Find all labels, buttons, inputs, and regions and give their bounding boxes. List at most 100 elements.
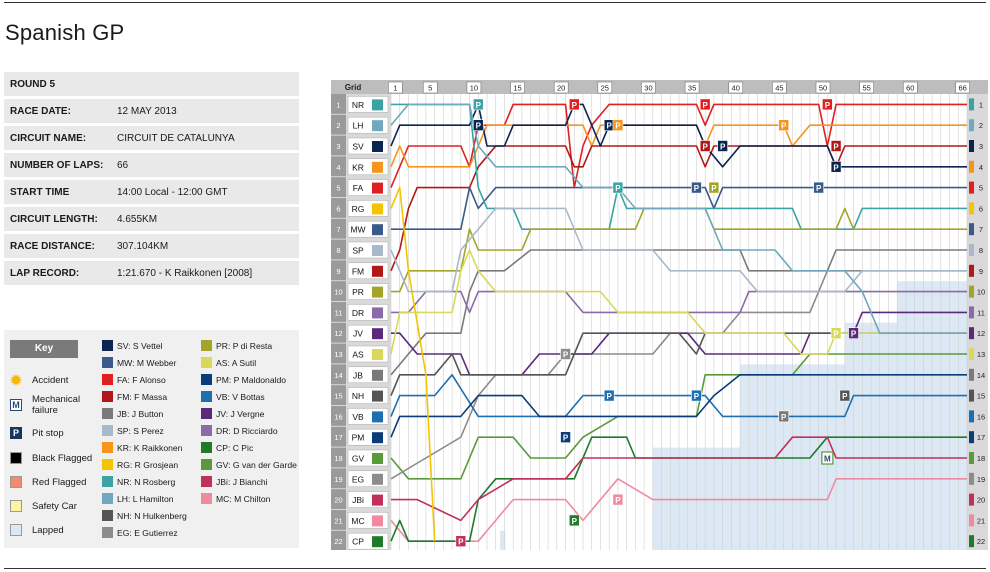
lap-tick-box <box>510 81 525 94</box>
finish-swatch <box>969 98 974 111</box>
finish-swatch <box>969 472 974 485</box>
key-symbol-item: Lapped <box>10 524 64 536</box>
driver-key-label: FA: F Alonso <box>117 374 166 385</box>
grid-pos-number: 4 <box>336 163 340 172</box>
grid-driver-code: JV <box>353 329 363 339</box>
driver-key-label: AS: A Sutil <box>216 357 257 368</box>
pit-stop-marker <box>560 348 571 360</box>
pit-stop-marker <box>830 140 842 152</box>
grid-driver-swatch <box>372 307 383 319</box>
finish-swatch <box>969 348 974 360</box>
pit-stop-marker-label: P <box>615 184 621 193</box>
race-info-value: 12 MAY 2013 <box>117 105 177 117</box>
lap-tick-label: 60 <box>906 84 914 93</box>
lap-tick-box <box>859 81 874 94</box>
driver-key-label: MW: M Webber <box>117 357 177 368</box>
driver-color-swatch <box>201 442 212 453</box>
race-info-key: RACE DATE: <box>10 105 71 117</box>
lap-tick-label: 66 <box>958 84 966 93</box>
driver-color-swatch <box>201 357 212 368</box>
grid-pos-cell <box>331 218 346 239</box>
lap-tick-box <box>597 81 613 94</box>
driver-key-label: DR: D Ricciardo <box>216 425 278 436</box>
driver-key-label: NH: N Hulkenberg <box>117 510 187 521</box>
pit-stop-marker-label: P <box>781 122 787 131</box>
grid-driver-swatch <box>372 328 383 340</box>
safety-car-icon <box>10 500 22 512</box>
pit-stop-marker-label: P <box>833 330 839 339</box>
race-info-row: RACE DATE: 12 MAY 2013 <box>4 99 299 123</box>
pit-stop-marker-label: P <box>476 101 482 110</box>
lap-tick-box <box>815 81 831 94</box>
driver-key-item: JV: J Vergne <box>201 408 264 419</box>
key-symbol-item: M Mechanical failure <box>10 394 92 416</box>
lap-tick-label: 25 <box>601 84 609 93</box>
driver-key-label: CP: C Pic <box>216 442 254 453</box>
pit-stop-marker-label: P <box>825 101 831 110</box>
finish-pos-number: 8 <box>979 246 983 255</box>
finish-swatch <box>969 140 974 152</box>
grid-pos-cell <box>331 198 346 218</box>
race-info-row: CIRCUIT NAME: CIRCUIT DE CATALUNYA <box>4 126 299 150</box>
finish-pos-number: 10 <box>977 288 985 297</box>
pit-stop-marker <box>778 410 790 423</box>
bottom-rule <box>4 568 986 569</box>
pit-stop-marker <box>568 98 580 111</box>
pit-stop-marker <box>830 161 842 173</box>
grid-driver-code: GV <box>352 454 365 464</box>
pit-stop-marker <box>560 431 571 444</box>
pit-stop-marker <box>691 181 702 194</box>
grid-pos-number: 10 <box>334 288 342 297</box>
grid-pos-cell <box>331 156 346 177</box>
grid-pos-cell <box>331 426 346 447</box>
pit-stop-marker <box>708 181 720 194</box>
driver-color-swatch <box>102 442 113 453</box>
grid-driver-swatch <box>372 286 383 298</box>
page-title: Spanish GP <box>5 20 125 45</box>
race-info-value: 4.655KM <box>117 213 158 225</box>
series-line-lh <box>390 103 967 334</box>
grid-driver-swatch <box>372 265 383 277</box>
lap-tick-label: 55 <box>862 84 870 93</box>
key-symbol-label: Safety Car <box>32 500 77 512</box>
finish-swatch <box>969 244 974 256</box>
grid-pos-number: 22 <box>334 537 342 546</box>
grid-pos-number: 9 <box>336 267 340 276</box>
grid-pos-number: 17 <box>334 433 342 442</box>
grid-driver-swatch <box>372 390 383 402</box>
grid-driver-swatch <box>372 432 383 444</box>
grid-pos-number: 14 <box>334 371 342 380</box>
grid-pos-cell <box>331 468 346 489</box>
finish-swatch <box>969 160 974 173</box>
lap-tick-box <box>728 81 744 94</box>
key-symbol-item: ✹ Accident <box>10 372 69 388</box>
driver-key-label: JV: J Vergne <box>216 408 265 419</box>
series-line-pr <box>391 207 967 293</box>
series-line-eg <box>390 270 967 480</box>
finish-pos-number: 17 <box>977 433 985 442</box>
grid-driver-swatch <box>372 411 383 423</box>
mechanical-m-icon: M <box>10 399 22 411</box>
driver-key-item: AS: A Sutil <box>201 357 256 368</box>
grid-pos-number: 3 <box>336 142 340 151</box>
driver-key-label: VB: V Bottas <box>216 391 265 402</box>
pit-stop-marker-label: P <box>833 163 839 172</box>
driver-color-swatch <box>102 408 113 419</box>
driver-color-swatch <box>102 425 113 436</box>
key-title: Key <box>10 340 78 358</box>
grid-pos-number: 12 <box>334 329 342 338</box>
key-symbol-label: Accident <box>32 374 69 386</box>
driver-key-item: DR: D Ricciardo <box>201 425 278 436</box>
driver-key-label: SV: S Vettel <box>117 340 163 351</box>
pit-stop-marker <box>778 119 790 132</box>
pit-stop-marker-label: P <box>694 184 700 193</box>
grid-pos-number: 20 <box>334 496 342 505</box>
mechanical-failure-marker-label: M <box>824 455 831 464</box>
grid-driver-code: FA <box>353 183 364 193</box>
lap-chart: Grid 1 5 10 15 20 25 30 35 40 45 50 55 60 66 1 NR 1 2 LH 2 3 S… <box>331 80 988 552</box>
driver-key-label: NR: N Rosberg <box>117 476 176 487</box>
driver-key-item: LH: L Hamilton <box>102 493 174 504</box>
finish-swatch <box>969 410 974 423</box>
grid-driver-swatch <box>372 141 383 152</box>
lap-tick-box <box>955 81 970 94</box>
